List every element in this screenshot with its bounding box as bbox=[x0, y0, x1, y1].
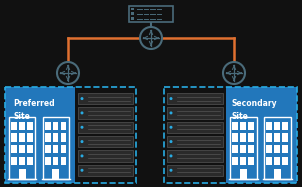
Bar bbox=[248, 122, 254, 130]
Bar bbox=[5, 87, 136, 183]
Bar bbox=[232, 145, 238, 153]
Bar bbox=[45, 157, 50, 165]
Bar bbox=[19, 134, 25, 142]
Circle shape bbox=[169, 97, 172, 100]
Circle shape bbox=[81, 97, 83, 100]
Circle shape bbox=[169, 154, 172, 157]
Bar bbox=[167, 136, 223, 147]
Bar bbox=[248, 157, 254, 165]
Circle shape bbox=[169, 126, 172, 129]
Bar bbox=[266, 157, 272, 165]
Circle shape bbox=[57, 62, 79, 84]
Bar bbox=[78, 150, 133, 162]
Bar bbox=[167, 122, 223, 133]
Bar bbox=[19, 157, 25, 165]
Bar bbox=[78, 165, 133, 176]
Bar bbox=[53, 122, 59, 130]
Bar bbox=[282, 145, 288, 153]
Bar bbox=[18, 169, 26, 179]
Bar bbox=[61, 134, 66, 142]
Bar bbox=[164, 87, 297, 183]
Bar bbox=[240, 157, 246, 165]
Circle shape bbox=[223, 62, 245, 84]
Bar bbox=[232, 122, 238, 130]
Bar bbox=[240, 169, 247, 179]
Bar bbox=[232, 157, 238, 165]
Bar bbox=[167, 107, 223, 119]
Bar bbox=[27, 134, 33, 142]
Bar bbox=[11, 134, 17, 142]
Bar bbox=[78, 93, 133, 104]
Bar bbox=[61, 145, 66, 153]
Bar bbox=[27, 122, 33, 130]
Bar bbox=[248, 134, 254, 142]
Bar bbox=[240, 122, 246, 130]
Bar bbox=[167, 150, 223, 162]
Bar bbox=[45, 134, 50, 142]
Bar bbox=[78, 122, 133, 133]
Bar bbox=[61, 122, 66, 130]
Circle shape bbox=[81, 111, 83, 114]
Bar bbox=[78, 107, 133, 119]
Bar bbox=[282, 157, 288, 165]
Bar bbox=[282, 122, 288, 130]
Circle shape bbox=[140, 27, 162, 49]
Bar bbox=[78, 136, 133, 147]
Bar bbox=[167, 165, 223, 176]
Circle shape bbox=[81, 140, 83, 143]
Bar bbox=[274, 145, 280, 153]
Circle shape bbox=[81, 126, 83, 129]
Bar bbox=[43, 117, 69, 179]
Bar bbox=[274, 169, 281, 179]
Bar bbox=[45, 145, 50, 153]
Bar bbox=[52, 169, 59, 179]
Bar bbox=[248, 145, 254, 153]
Bar bbox=[130, 12, 134, 15]
Circle shape bbox=[169, 111, 172, 114]
Bar bbox=[266, 134, 272, 142]
Bar bbox=[167, 93, 223, 104]
Bar bbox=[282, 134, 288, 142]
Bar bbox=[27, 145, 33, 153]
Bar bbox=[129, 6, 173, 22]
Bar bbox=[61, 157, 66, 165]
Text: Secondary
Site: Secondary Site bbox=[232, 99, 278, 120]
Bar bbox=[240, 145, 246, 153]
Bar bbox=[53, 157, 59, 165]
Circle shape bbox=[169, 169, 172, 172]
Bar bbox=[130, 17, 134, 20]
Bar bbox=[232, 134, 238, 142]
Circle shape bbox=[169, 140, 172, 143]
Bar bbox=[19, 122, 25, 130]
Bar bbox=[45, 122, 50, 130]
Circle shape bbox=[81, 169, 83, 172]
Bar bbox=[11, 157, 17, 165]
Bar bbox=[53, 145, 59, 153]
Bar bbox=[5, 87, 75, 183]
Circle shape bbox=[81, 154, 83, 157]
Bar bbox=[53, 134, 59, 142]
Bar bbox=[240, 134, 246, 142]
Text: Preferred
Site: Preferred Site bbox=[13, 99, 55, 120]
Bar bbox=[27, 157, 33, 165]
Bar bbox=[19, 145, 25, 153]
Bar bbox=[130, 7, 134, 10]
Bar bbox=[230, 117, 257, 179]
Bar bbox=[226, 87, 297, 183]
Bar bbox=[274, 157, 280, 165]
Bar bbox=[11, 122, 17, 130]
Bar bbox=[266, 122, 272, 130]
Bar bbox=[11, 145, 17, 153]
Bar bbox=[264, 117, 291, 179]
Bar bbox=[274, 134, 280, 142]
Bar bbox=[274, 122, 280, 130]
Bar bbox=[9, 117, 35, 179]
Bar bbox=[266, 145, 272, 153]
